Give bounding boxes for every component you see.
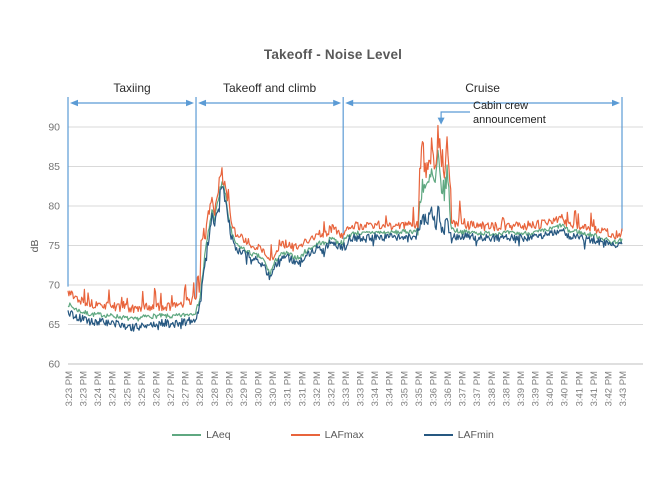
legend-swatch [290, 434, 320, 436]
y-tick-label: 65 [48, 319, 60, 331]
x-tick-label: 3:34 PM [370, 371, 381, 406]
x-tick-label: 3:29 PM [239, 371, 250, 406]
x-tick-label: 3:26 PM [151, 371, 162, 406]
x-tick-label: 3:33 PM [341, 371, 352, 406]
x-tick-label: 3:38 PM [501, 371, 512, 406]
series-line-LAFmin [67, 186, 623, 332]
x-tick-label: 3:27 PM [166, 371, 177, 406]
x-tick-label: 3:30 PM [254, 371, 265, 406]
y-tick-label: 90 [48, 122, 60, 134]
x-tick-label: 3:31 PM [283, 371, 294, 406]
series-line-LAFmax [67, 124, 623, 314]
y-tick-label: 70 [48, 280, 60, 292]
legend-item-LAeq: LAeq [172, 429, 231, 441]
x-tick-label: 3:30 PM [268, 371, 279, 406]
x-tick-label: 3:29 PM [224, 371, 235, 406]
legend-item-LAFmax: LAFmax [290, 429, 364, 441]
x-tick-label: 3:36 PM [443, 371, 454, 406]
phase-brackets [67, 97, 623, 300]
x-tick-label: 3:33 PM [356, 371, 367, 406]
annotation-leader-line [440, 111, 470, 119]
legend-item-LAFmin: LAFmin [423, 429, 494, 441]
x-tick-label: 3:27 PM [181, 371, 192, 406]
arrow-head-left [345, 99, 354, 107]
annotation-line-2: announcement [473, 113, 546, 126]
arrow-head-left [70, 99, 78, 107]
annotation-cabin-crew: Cabin crew announcement [473, 100, 546, 127]
x-tick-label: 3:40 PM [560, 371, 571, 406]
x-tick-label: 3:41 PM [574, 371, 585, 406]
x-tick-label: 3:42 PM [603, 371, 614, 406]
x-tick-label: 3:35 PM [414, 371, 425, 406]
data-series [67, 124, 623, 332]
legend-swatch [172, 434, 202, 436]
annotation-arrow [437, 111, 470, 125]
x-tick-label: 3:23 PM [64, 371, 75, 406]
x-tick-label: 3:40 PM [545, 371, 556, 406]
x-tick-label: 3:43 PM [618, 371, 629, 406]
x-tick-label: 3:39 PM [531, 371, 542, 406]
x-tick-label: 3:25 PM [137, 371, 148, 406]
x-tick-label: 3:36 PM [428, 371, 439, 406]
y-tick-label: 60 [48, 359, 60, 371]
chart-title: Takeoff - Noise Level [263, 47, 403, 62]
x-tick-label: 3:24 PM [93, 371, 104, 406]
x-tick-label: 3:31 PM [297, 371, 308, 406]
x-tick-label: 3:34 PM [385, 371, 396, 406]
arrow-head-right [612, 99, 620, 107]
arrow-head-left [198, 99, 207, 107]
x-tick-label: 3:32 PM [312, 371, 323, 406]
x-tick-label: 3:32 PM [326, 371, 337, 406]
x-tick-label: 3:28 PM [210, 371, 221, 406]
annotation-arrow-head [437, 117, 445, 125]
legend-swatch [423, 434, 453, 436]
phase-label: Cruise [465, 81, 500, 95]
x-tick-label: 3:39 PM [516, 371, 527, 406]
x-tick-label: 3:37 PM [472, 371, 483, 406]
series-line-LAeq [67, 149, 623, 322]
x-tick-label: 3:38 PM [487, 371, 498, 406]
gridlines [68, 126, 643, 365]
legend-label: LAFmin [457, 429, 494, 441]
y-tick-label: 80 [48, 201, 60, 213]
x-tick-label: 3:41 PM [589, 371, 600, 406]
x-tick-label: 3:28 PM [195, 371, 206, 406]
arrow-head-right [333, 99, 342, 107]
x-tick-label: 3:35 PM [399, 371, 410, 406]
x-tick-label: 3:23 PM [79, 371, 90, 406]
phase-label: Taxiing [113, 81, 151, 95]
x-tick-label: 3:25 PM [122, 371, 133, 406]
legend-label: LAFmax [324, 429, 364, 441]
y-tick-label: 75 [48, 240, 60, 252]
legend: LAeq LAFmax LAFmin [0, 429, 666, 441]
x-tick-label: 3:37 PM [458, 371, 469, 406]
phase-label: Takeoff and climb [223, 81, 317, 95]
y-tick-label: 85 [48, 161, 60, 173]
y-axis-title: dB [29, 240, 41, 253]
legend-label: LAeq [206, 429, 231, 441]
annotation-line-1: Cabin crew [473, 100, 529, 112]
arrow-head-right [186, 99, 195, 107]
x-tick-label: 3:24 PM [108, 371, 119, 406]
